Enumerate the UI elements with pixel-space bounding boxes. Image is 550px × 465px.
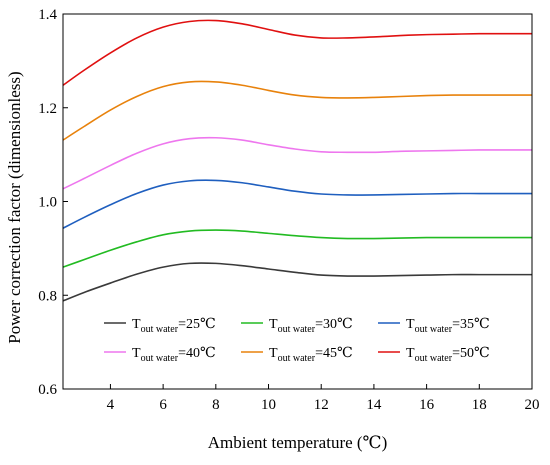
x-tick-label: 14 bbox=[366, 397, 382, 413]
series-line-1 bbox=[62, 262, 532, 302]
y-tick-label: 1.2 bbox=[38, 101, 57, 117]
y-axis-ticks: 0.6 0.8 1.0 1.2 1.4 bbox=[38, 7, 68, 398]
x-axis-title: Ambient temperature (℃) bbox=[208, 433, 388, 452]
x-tick-label: 4 bbox=[107, 397, 115, 413]
x-tick-label: 20 bbox=[525, 397, 540, 413]
series-line-2 bbox=[62, 229, 532, 268]
y-tick-label: 0.8 bbox=[38, 288, 57, 304]
legend-label-1: Tout water=25℃ bbox=[132, 317, 216, 335]
y-tick-label: 1.0 bbox=[38, 195, 57, 211]
x-tick-label: 8 bbox=[212, 397, 220, 413]
y-tick-label: 1.4 bbox=[38, 7, 57, 23]
y-tick-label: 0.6 bbox=[38, 382, 57, 398]
legend-label-5: Tout water=45℃ bbox=[269, 346, 353, 364]
legend-label-3: Tout water=35℃ bbox=[406, 317, 490, 335]
series-lines bbox=[62, 19, 532, 302]
series-line-3 bbox=[62, 179, 532, 229]
legend: Tout water=25℃ Tout water=30℃ Tout water=3… bbox=[104, 317, 490, 364]
x-tick-label: 18 bbox=[472, 397, 487, 413]
x-tick-label: 12 bbox=[314, 397, 329, 413]
legend-label-4: Tout water=40℃ bbox=[132, 346, 216, 364]
series-line-4 bbox=[62, 136, 532, 190]
x-tick-label: 16 bbox=[419, 397, 435, 413]
x-tick-label: 10 bbox=[261, 397, 276, 413]
legend-label-6: Tout water=50℃ bbox=[406, 346, 490, 364]
x-tick-label: 6 bbox=[159, 397, 167, 413]
legend-label-2: Tout water=30℃ bbox=[269, 317, 353, 335]
x-axis-ticks: 4 6 8 10 12 14 16 18 20 bbox=[107, 384, 540, 413]
y-axis-title: Power correction factor (dimensionless) bbox=[5, 71, 24, 343]
series-line-5 bbox=[62, 80, 532, 141]
series-line-6 bbox=[62, 19, 532, 86]
